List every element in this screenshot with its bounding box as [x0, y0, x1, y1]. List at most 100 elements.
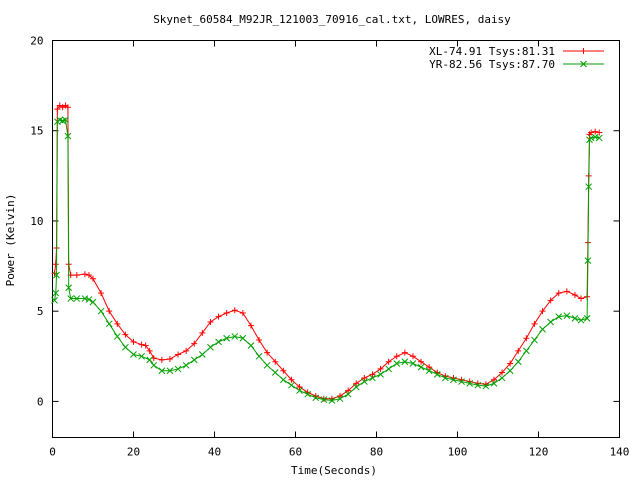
data-point	[336, 395, 344, 403]
data-point	[577, 316, 585, 324]
data-point	[344, 390, 352, 398]
data-point	[425, 367, 433, 375]
data-point	[369, 371, 376, 378]
data-point	[288, 381, 295, 389]
data-point	[584, 257, 592, 265]
data-point	[426, 364, 433, 371]
data-point	[312, 394, 320, 402]
plot-area-frame	[52, 40, 620, 438]
data-point	[353, 380, 360, 387]
data-point	[539, 325, 546, 333]
data-point	[272, 358, 279, 365]
data-point	[207, 319, 214, 326]
data-point	[146, 356, 154, 364]
data-point	[85, 272, 92, 279]
data-point	[547, 318, 555, 326]
data-point	[105, 320, 113, 328]
data-point	[73, 295, 81, 302]
data-point	[64, 104, 71, 111]
data-point	[255, 352, 263, 360]
data-point	[279, 376, 287, 384]
data-point	[199, 329, 206, 336]
data-point	[54, 106, 61, 113]
x-tick-label: 120	[529, 446, 549, 459]
data-point	[563, 288, 570, 295]
data-point	[207, 343, 214, 351]
y-tick-label: 10	[30, 215, 43, 228]
data-point	[555, 313, 563, 320]
data-point	[142, 342, 149, 349]
data-point	[183, 347, 190, 354]
data-point	[585, 183, 593, 191]
data-point	[150, 361, 158, 369]
data-point	[280, 367, 287, 374]
data-point	[247, 342, 255, 349]
data-point	[320, 396, 328, 403]
data-point	[361, 374, 368, 381]
data-point	[499, 369, 506, 376]
data-point	[466, 380, 474, 387]
legend-marker	[580, 48, 587, 54]
data-point	[215, 313, 222, 320]
y-tick-label: 5	[37, 305, 44, 318]
data-point	[223, 334, 231, 342]
data-point	[490, 380, 498, 387]
data-point	[474, 381, 482, 389]
data-point	[571, 291, 578, 298]
data-point	[97, 307, 105, 315]
data-point	[578, 295, 585, 302]
series-1	[51, 102, 603, 402]
data-point	[190, 356, 198, 364]
data-point	[409, 353, 416, 360]
data-point	[288, 376, 295, 383]
data-point	[256, 337, 263, 344]
data-point	[175, 351, 182, 358]
data-point	[393, 353, 400, 360]
legend-label: YR-82.56 Tsys:87.70	[429, 58, 555, 71]
data-point	[401, 349, 408, 356]
x-tick-label: 0	[49, 446, 56, 459]
data-point	[592, 128, 599, 135]
data-point	[130, 351, 137, 358]
data-point	[138, 352, 145, 360]
data-point	[62, 116, 69, 124]
data-point	[247, 322, 254, 329]
y-tick-label: 15	[30, 125, 43, 138]
x-axis-label: Time(Seconds)	[291, 464, 377, 477]
legend-label: XL-74.91 Tsys:81.31	[429, 45, 555, 58]
x-tick-label: 100	[448, 446, 468, 459]
x-tick-label: 140	[610, 446, 630, 459]
data-point	[595, 134, 603, 142]
data-point	[73, 272, 80, 279]
data-point	[130, 338, 137, 345]
data-point	[122, 343, 129, 351]
axis-ticks: 0 20 40 60 80 100 120 140 0 5 10 15 20	[30, 35, 629, 459]
y-tick-label: 0	[37, 395, 44, 408]
data-point	[52, 289, 60, 297]
data-point	[304, 390, 312, 398]
data-point	[563, 312, 571, 320]
data-point	[106, 308, 113, 315]
data-point	[360, 378, 368, 385]
x-tick-label: 80	[370, 446, 383, 459]
data-point	[158, 356, 165, 363]
data-point	[571, 315, 579, 322]
data-point	[417, 363, 425, 371]
data-point	[65, 284, 73, 292]
data-point	[182, 361, 190, 369]
data-point	[85, 296, 93, 303]
data-point	[98, 290, 105, 297]
data-point	[64, 132, 72, 140]
data-point	[239, 309, 246, 316]
y-tick-label: 20	[30, 35, 43, 48]
data-point	[393, 360, 401, 367]
data-point	[507, 360, 514, 367]
data-point	[53, 271, 60, 279]
data-point	[514, 358, 522, 366]
series-2	[51, 116, 603, 404]
data-point	[264, 349, 271, 356]
data-point	[482, 382, 490, 390]
x-tick-label: 40	[208, 446, 221, 459]
data-point	[231, 307, 238, 314]
data-point	[515, 347, 522, 354]
